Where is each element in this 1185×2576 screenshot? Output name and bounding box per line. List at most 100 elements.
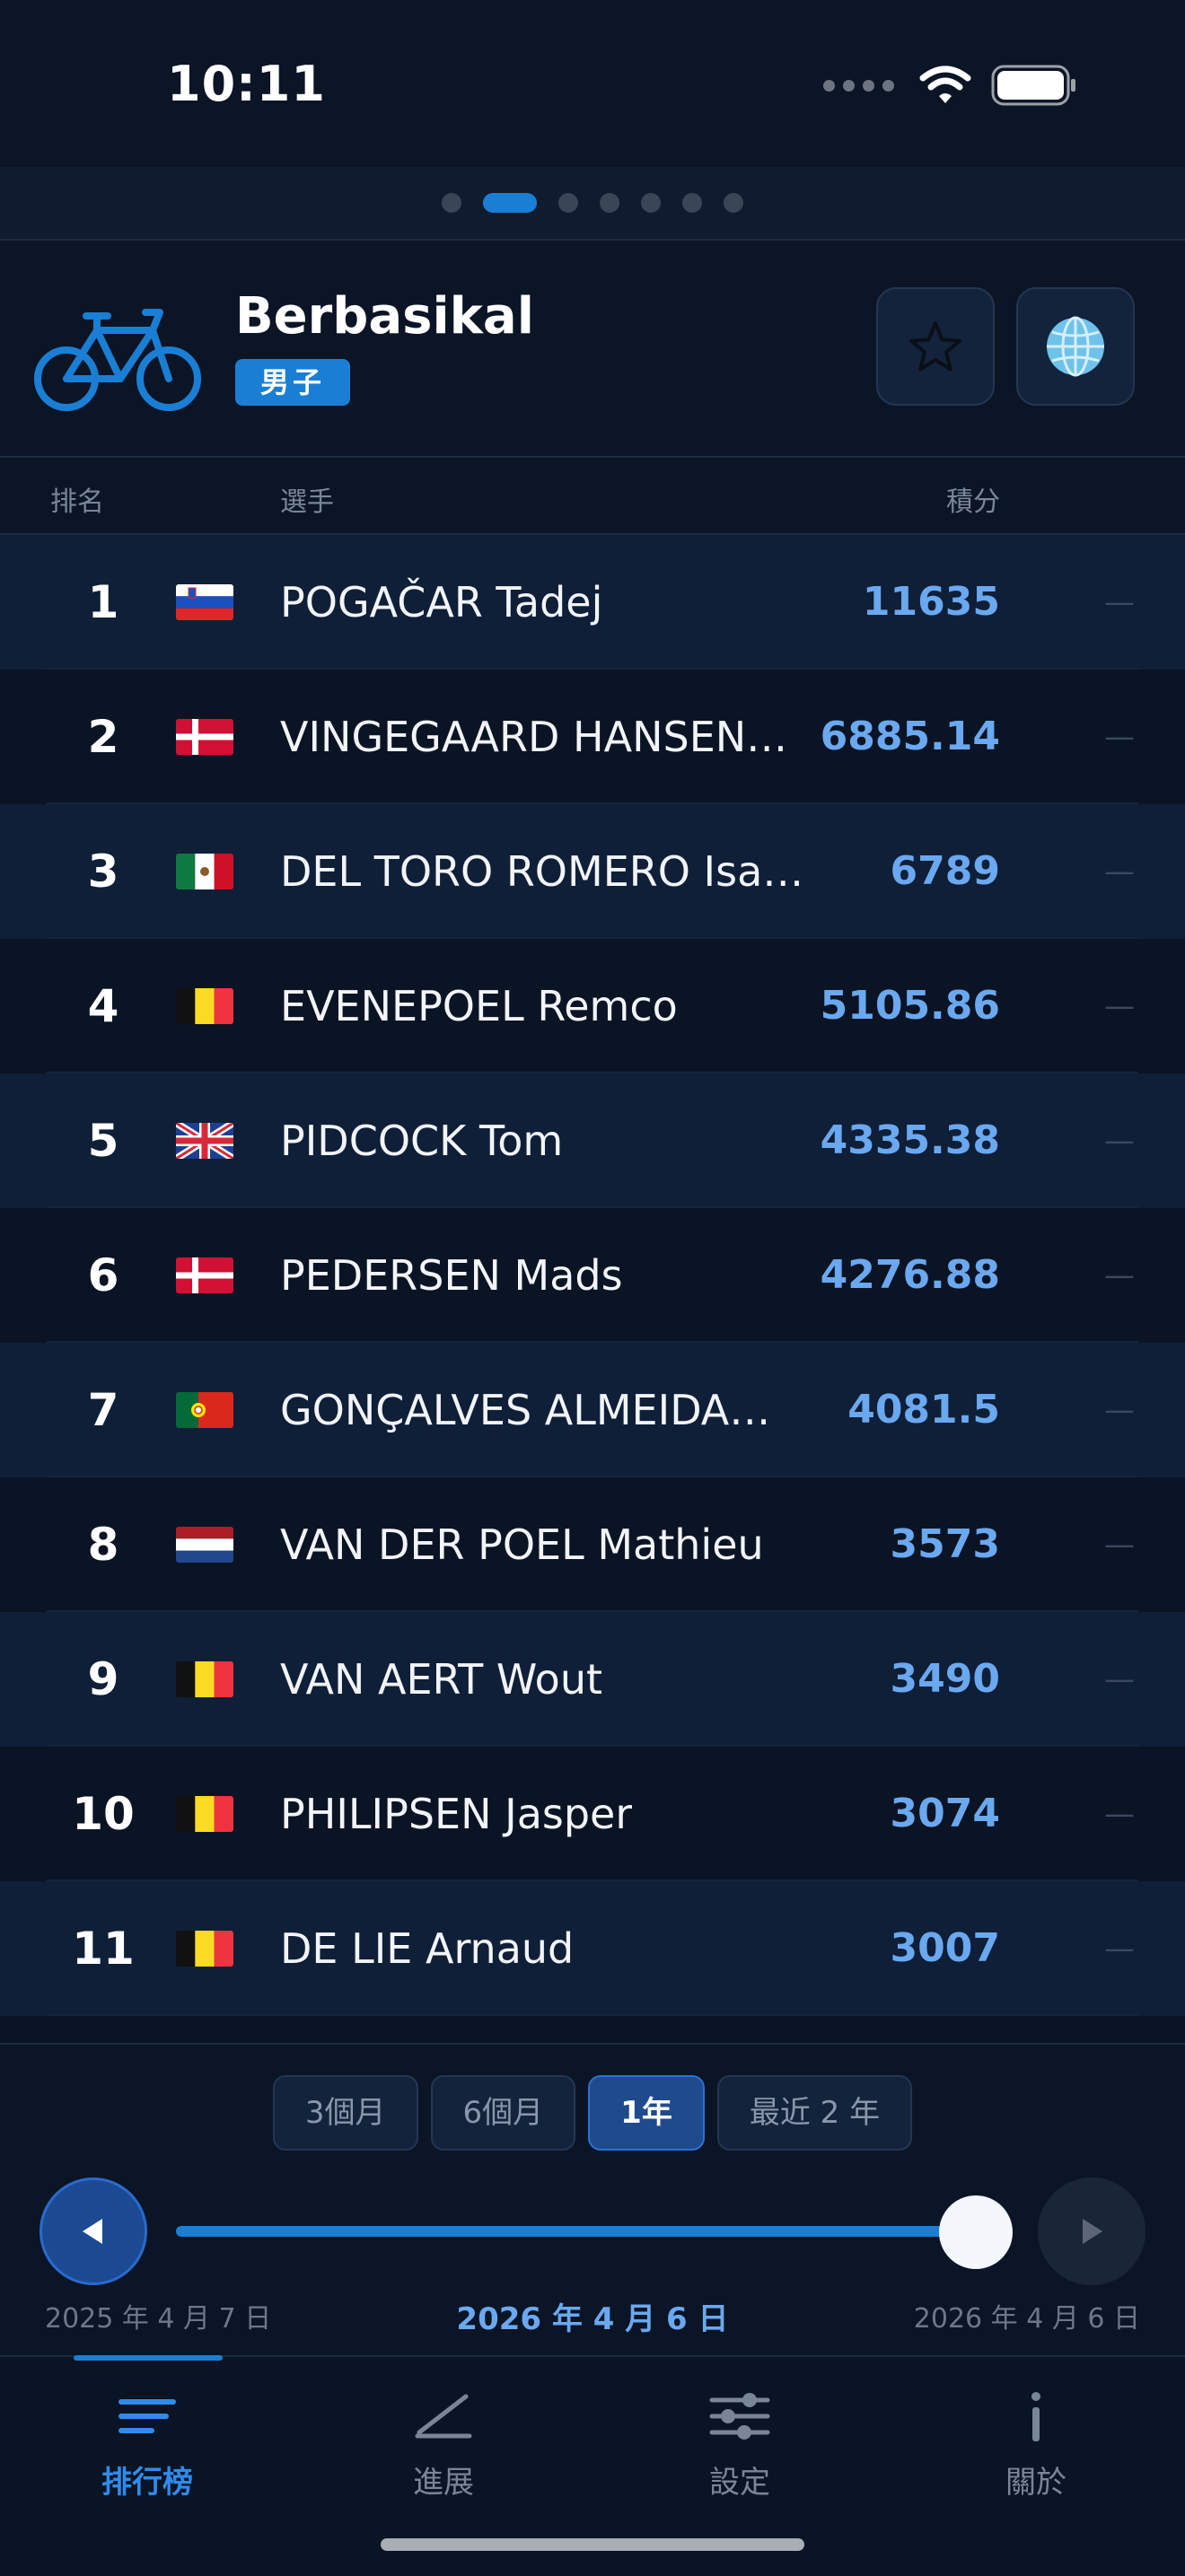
rank-change-indicator: — (1104, 1123, 1135, 1159)
country-flag-icon (176, 1392, 233, 1428)
next-date-button[interactable] (1038, 2177, 1146, 2285)
rider-row[interactable]: 4 EVENEPOEL Remco 5105.86 — (0, 939, 1185, 1073)
rider-points: 4081.5 (847, 1387, 1000, 1433)
rider-points: 3007 (890, 1925, 1000, 1971)
row-divider (47, 1206, 1138, 1208)
country-flag-icon (176, 1527, 233, 1563)
play-left-icon (83, 2219, 102, 2244)
rider-row[interactable]: 5 PIDCOCK Tom 4335.38 — (0, 1073, 1185, 1208)
timeline-slider-track[interactable] (176, 2226, 984, 2237)
page-dot[interactable] (682, 193, 702, 213)
page-dot[interactable] (600, 193, 619, 213)
rider-points: 3573 (890, 1521, 1000, 1567)
country-flag-icon (176, 719, 233, 755)
row-divider (47, 1745, 1138, 1747)
rider-name: PHILIPSEN Jasper (280, 1790, 633, 1838)
row-divider (47, 1341, 1138, 1343)
status-bar: 10:11 (0, 0, 1185, 167)
page-indicator[interactable] (0, 167, 1185, 241)
rider-row[interactable]: 3 DEL TORO ROMERO Isa… 6789 — (0, 804, 1185, 939)
region-button[interactable] (1016, 287, 1135, 406)
previous-date-button[interactable] (40, 2177, 147, 2285)
ranking-header: Berbasikal 男子 (0, 241, 1185, 458)
rider-row[interactable]: 11 DE LIE Arnaud 3007 — (0, 1881, 1185, 2016)
cellular-signal-icon (823, 79, 894, 92)
country-flag-icon (176, 854, 233, 889)
timeline-slider-thumb[interactable] (939, 2195, 1013, 2269)
column-rider: 選手 (280, 486, 334, 518)
chart-line-icon (415, 2394, 472, 2439)
status-icons (823, 65, 1077, 106)
country-flag-icon (176, 1796, 233, 1832)
rider-points: 4276.88 (820, 1252, 1000, 1298)
rider-name: DEL TORO ROMERO Isa… (280, 847, 801, 896)
rider-rank: 10 (72, 1788, 135, 1840)
country-flag-icon (176, 1931, 233, 1967)
tab-progress-label: 進展 (413, 2465, 474, 2501)
country-flag-icon (176, 988, 233, 1024)
rider-name: VAN AERT Wout (280, 1655, 603, 1704)
rider-list[interactable]: 1 POGAČAR Tadej 11635 — 2 VINGEGAARD HAN… (0, 535, 1185, 2016)
tab-settings[interactable]: 設定 (650, 2389, 830, 2502)
rider-points: 6789 (890, 848, 1000, 894)
page-dot[interactable] (641, 193, 661, 213)
rank-change-indicator: — (1104, 1931, 1135, 1967)
period-3-months-button[interactable]: 3個月 (272, 2075, 418, 2151)
bicycle-icon (34, 309, 201, 411)
active-tab-indicator (74, 2355, 223, 2361)
rider-name: GONÇALVES ALMEIDA… (280, 1386, 771, 1434)
rider-name: VAN DER POEL Mathieu (280, 1520, 764, 1569)
sport-title: Berbasikal (235, 287, 534, 346)
rider-rank: 2 (87, 711, 119, 763)
favorite-button[interactable] (876, 287, 995, 406)
country-flag-icon (176, 1123, 233, 1159)
rank-change-indicator: — (1104, 719, 1135, 755)
rank-change-indicator: — (1104, 1392, 1135, 1428)
rider-points: 3490 (890, 1656, 1000, 1702)
period-1-year-button[interactable]: 1年 (588, 2075, 705, 2151)
tab-about[interactable]: 關於 (946, 2389, 1126, 2502)
rank-change-indicator: — (1104, 988, 1135, 1024)
rider-row[interactable]: 8 VAN DER POEL Mathieu 3573 — (0, 1477, 1185, 1612)
page-dot-active[interactable] (483, 193, 537, 213)
rider-rank: 5 (87, 1115, 119, 1167)
star-icon (909, 321, 961, 372)
tab-rankings[interactable]: 排行榜 (57, 2389, 237, 2502)
column-rank: 排名 (50, 486, 104, 518)
wifi-icon (919, 66, 971, 103)
row-divider (47, 1610, 1138, 1612)
home-indicator (381, 2538, 804, 2551)
rider-row[interactable]: 2 VINGEGAARD HANSEN… 6885.14 — (0, 670, 1185, 804)
rider-points: 6885.14 (820, 714, 1000, 759)
rider-row[interactable]: 9 VAN AERT Wout 3490 — (0, 1612, 1185, 1747)
row-divider (47, 1879, 1138, 1881)
rider-row[interactable]: 1 POGAČAR Tadej 11635 — (0, 535, 1185, 670)
rider-rank: 7 (87, 1384, 119, 1436)
rider-row[interactable]: 7 GONÇALVES ALMEIDA… 4081.5 — (0, 1343, 1185, 1477)
rider-rank: 11 (72, 1923, 135, 1975)
rider-rank: 1 (87, 576, 119, 628)
tab-progress[interactable]: 進展 (354, 2389, 533, 2502)
rider-rank: 9 (87, 1653, 119, 1705)
row-divider (47, 802, 1138, 804)
period-6-months-button[interactable]: 6個月 (430, 2075, 576, 2151)
row-divider (47, 1072, 1138, 1073)
page-dot[interactable] (724, 193, 743, 213)
column-points: 積分 (946, 486, 1000, 518)
rider-points: 11635 (862, 579, 1000, 625)
rank-change-indicator: — (1104, 1661, 1135, 1697)
timeline-start-date: 2025 年 4 月 7 日 (45, 2303, 272, 2335)
rider-row[interactable]: 10 PHILIPSEN Jasper 3074 — (0, 1747, 1185, 1881)
rider-rank: 8 (87, 1519, 119, 1571)
rank-change-indicator: — (1104, 1257, 1135, 1293)
rider-name: PIDCOCK Tom (280, 1117, 564, 1165)
period-selector: 3個月 6個月 1年 最近 2 年 (0, 2075, 1185, 2151)
page-dot[interactable] (558, 193, 578, 213)
rider-rank: 4 (87, 980, 119, 1032)
row-divider (47, 1476, 1138, 1477)
gender-badge: 男子 (235, 359, 350, 406)
page-dot[interactable] (442, 193, 461, 213)
rider-row[interactable]: 6 PEDERSEN Mads 4276.88 — (0, 1208, 1185, 1343)
period-2-years-button[interactable]: 最近 2 年 (716, 2075, 913, 2151)
tab-rankings-label: 排行榜 (101, 2465, 193, 2501)
